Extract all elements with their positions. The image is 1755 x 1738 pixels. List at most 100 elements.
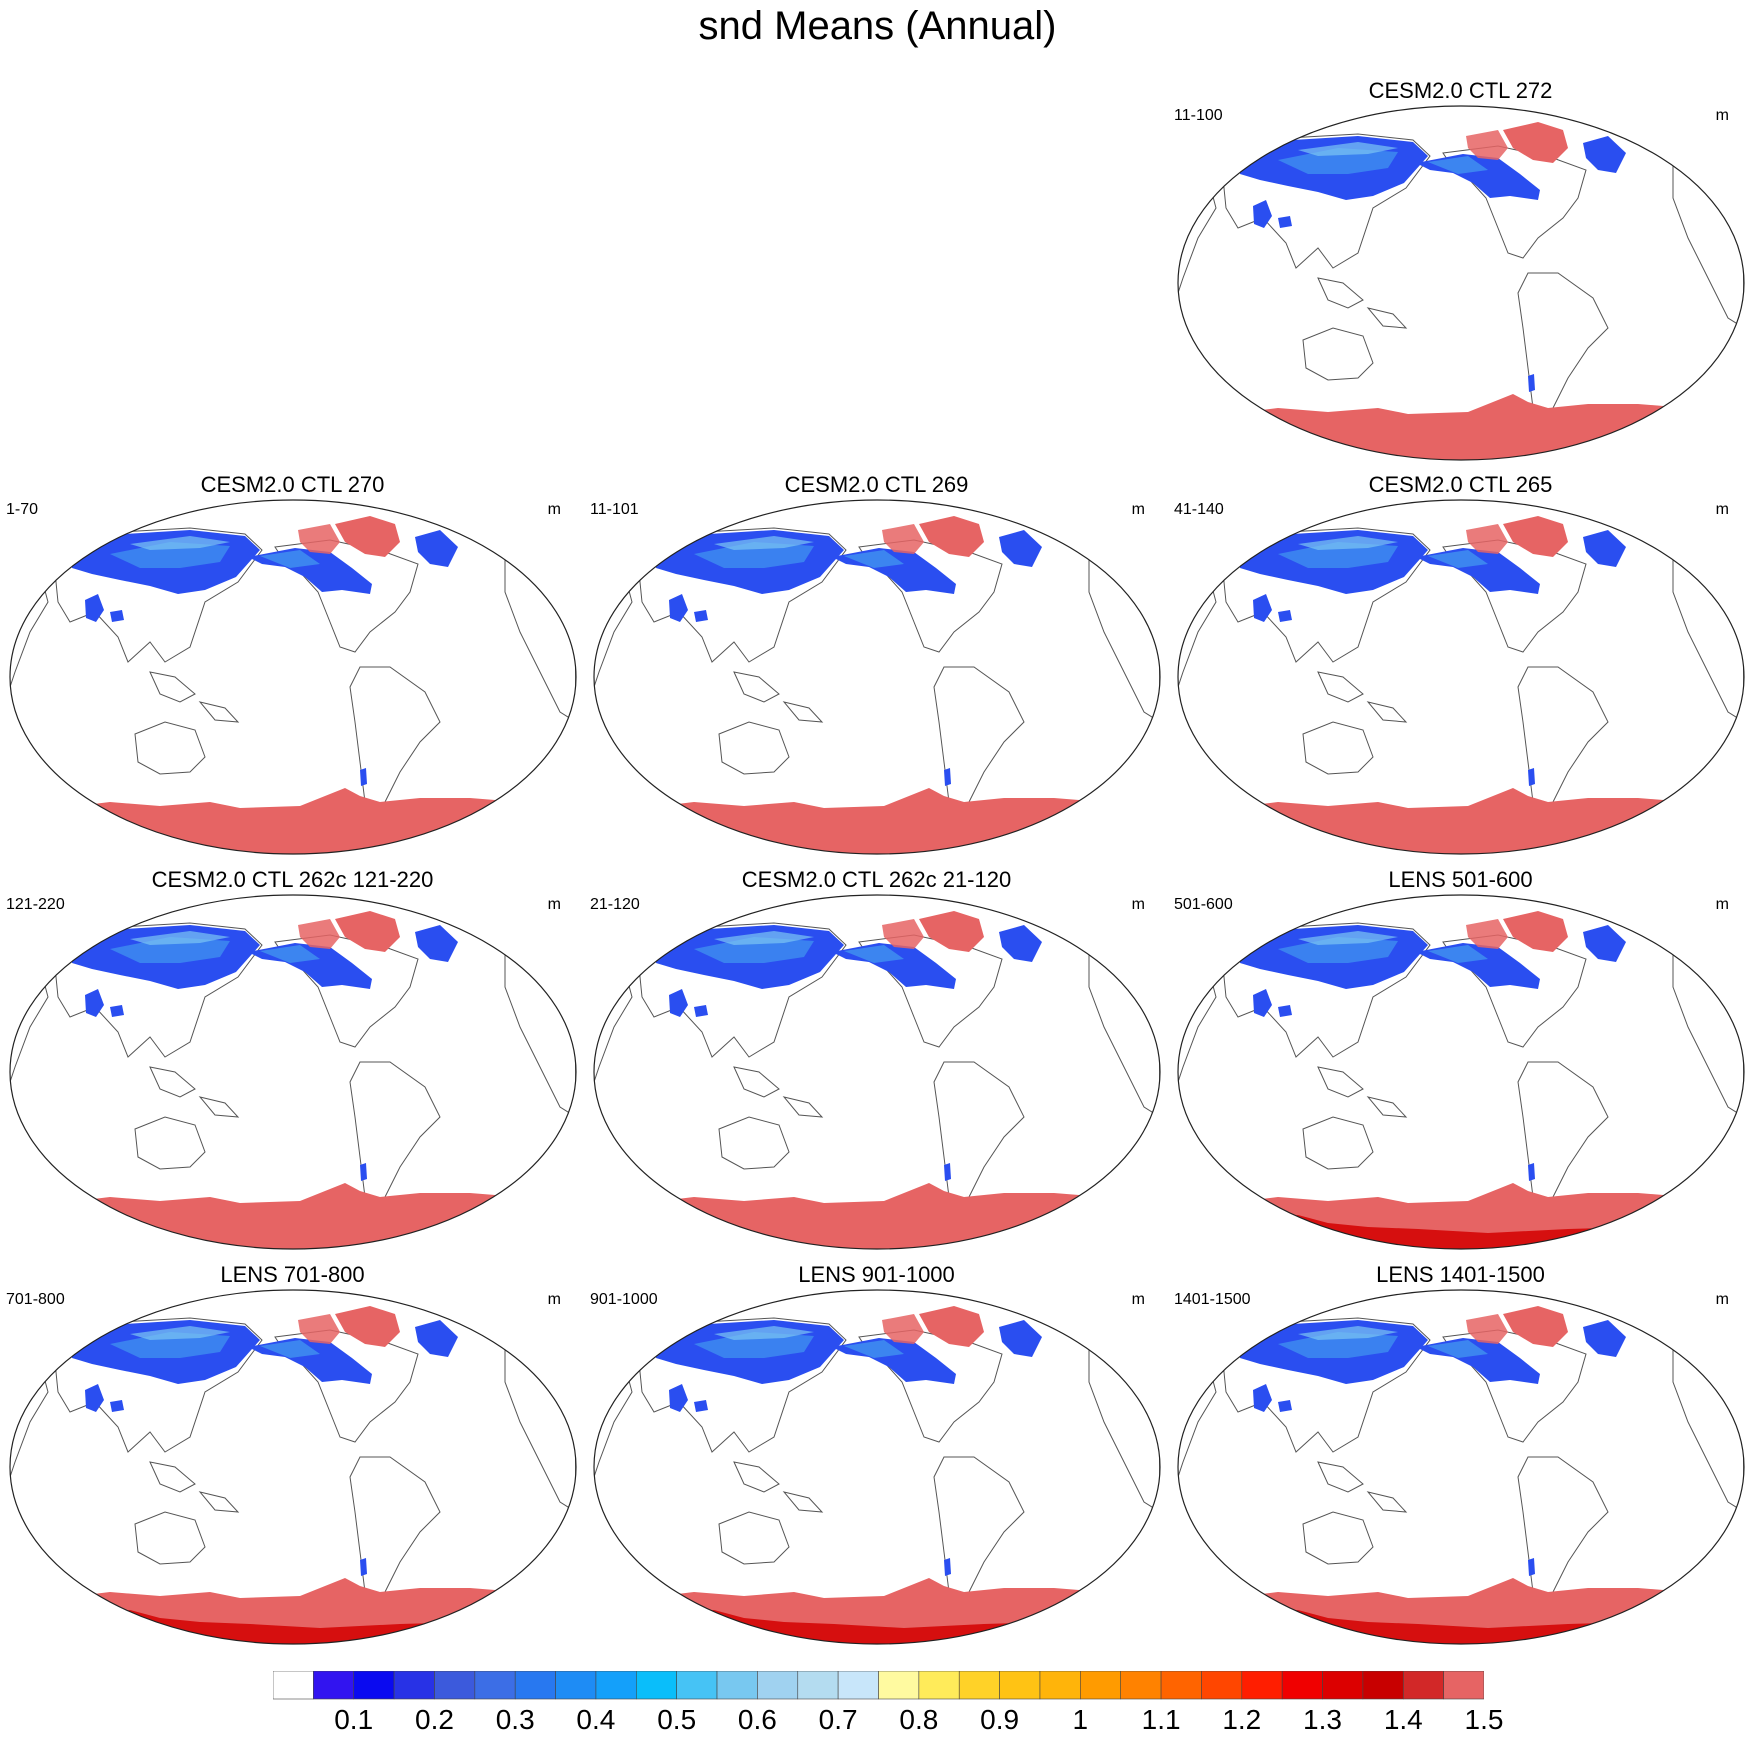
ice-greenland bbox=[335, 516, 400, 557]
ice-arctic-islands bbox=[298, 919, 340, 949]
snow-eurasia-light bbox=[1278, 542, 1398, 568]
snow-andes bbox=[944, 1163, 951, 1181]
panel-title: LENS 1401-1500 bbox=[1376, 1262, 1545, 1287]
ice-arctic-islands bbox=[1466, 919, 1508, 949]
colorbar-box bbox=[958, 1671, 1000, 1700]
snow-eurasia-light bbox=[694, 937, 814, 963]
snow-north-america-light bbox=[844, 550, 904, 568]
panel-years-label: 901-1000 bbox=[590, 1291, 658, 1308]
snow-andes bbox=[360, 1163, 367, 1181]
snow-eurasia-north bbox=[714, 931, 814, 945]
snow-andes bbox=[944, 1558, 951, 1576]
panel-title: CESM2.0 CTL 262c 21-120 bbox=[741, 867, 1012, 892]
map-panel: CESM2.0 CTL 262c 21-120 21-120 m bbox=[584, 867, 1169, 1257]
ice-arctic-islands bbox=[1466, 130, 1508, 160]
australia-land bbox=[134, 1116, 206, 1170]
colorbar-tick-label: 0.7 bbox=[818, 1704, 858, 1735]
colorbar-box bbox=[555, 1671, 597, 1700]
snow-scandinavia bbox=[1583, 136, 1626, 173]
map-panel: LENS 1401-1500 1401-1500 m bbox=[1168, 1262, 1753, 1652]
snow-scandinavia bbox=[999, 530, 1042, 567]
snow-eurasia-north bbox=[1298, 536, 1398, 550]
eurasia-land bbox=[1222, 133, 1431, 269]
snow-scandinavia bbox=[1583, 1320, 1626, 1357]
map-canvas bbox=[593, 1289, 1161, 1645]
snow-tibet bbox=[1253, 989, 1292, 1017]
colorbar-box bbox=[1201, 1671, 1243, 1700]
map-canvas bbox=[1177, 499, 1745, 855]
map-panel: CESM2.0 CTL 272 11-100 m bbox=[1168, 78, 1753, 468]
panel-unit-label: m bbox=[1131, 1291, 1145, 1308]
maritime-asia-land bbox=[1317, 1066, 1408, 1118]
ice-greenland bbox=[335, 911, 400, 952]
snow-andes bbox=[360, 768, 367, 786]
colorbar-box bbox=[999, 1671, 1041, 1700]
eurasia-land bbox=[54, 527, 263, 663]
map-panel: CESM2.0 CTL 262c 121-220 121-220 m bbox=[0, 867, 585, 1257]
colorbar-box bbox=[1362, 1671, 1404, 1700]
colorbar-tick-label: 1 bbox=[1072, 1704, 1089, 1735]
colorbar-box bbox=[757, 1671, 799, 1700]
panel-years-label: 501-600 bbox=[1174, 896, 1233, 913]
panel-years-label: 701-800 bbox=[6, 1291, 65, 1308]
maritime-asia-land bbox=[149, 671, 240, 723]
map-panel: LENS 901-1000 901-1000 m bbox=[584, 1262, 1169, 1652]
snow-andes bbox=[1528, 768, 1535, 786]
ice-greenland bbox=[1503, 911, 1568, 952]
ice-arctic-islands bbox=[882, 1314, 924, 1344]
maritime-asia-land bbox=[1317, 671, 1408, 723]
snow-andes bbox=[360, 1558, 367, 1576]
snow-andes bbox=[1528, 374, 1535, 392]
snow-scandinavia bbox=[1583, 925, 1626, 962]
panel-unit-label: m bbox=[1131, 501, 1145, 518]
snow-tibet bbox=[669, 989, 708, 1017]
eurasia-land bbox=[638, 922, 847, 1058]
eurasia-land bbox=[638, 1317, 847, 1453]
australia-land bbox=[1302, 327, 1374, 381]
snow-north-america-light bbox=[844, 945, 904, 963]
ice-arctic-islands bbox=[882, 524, 924, 554]
snow-eurasia-north bbox=[1298, 1326, 1398, 1340]
colorbar-box bbox=[716, 1671, 758, 1700]
panel-years-label: 11-100 bbox=[1174, 107, 1223, 124]
ice-greenland bbox=[335, 1306, 400, 1347]
panel-title: CESM2.0 CTL 270 bbox=[200, 472, 385, 497]
colorbar-tick-label: 0.4 bbox=[576, 1704, 616, 1735]
ice-arctic-islands bbox=[882, 919, 924, 949]
panel-years-label: 21-120 bbox=[590, 896, 640, 913]
colorbar-box bbox=[676, 1671, 718, 1700]
snow-eurasia-light bbox=[694, 542, 814, 568]
snow-north-america-light bbox=[260, 945, 320, 963]
panel-unit-label: m bbox=[547, 896, 561, 913]
colorbar-box bbox=[1322, 1671, 1364, 1700]
colorbar-box bbox=[1120, 1671, 1162, 1700]
ice-arctic-islands bbox=[298, 1314, 340, 1344]
snow-tibet bbox=[1253, 200, 1292, 228]
snow-eurasia-north bbox=[130, 536, 230, 550]
colorbar-box bbox=[797, 1671, 839, 1700]
colorbar-box bbox=[313, 1671, 355, 1700]
panel-years-label: 1401-1500 bbox=[1174, 1291, 1251, 1308]
colorbar-box bbox=[474, 1671, 516, 1700]
panel-years-label: 121-220 bbox=[6, 896, 65, 913]
colorbar-box bbox=[1402, 1671, 1444, 1700]
maritime-asia-land bbox=[733, 1461, 824, 1513]
snow-tibet bbox=[669, 1384, 708, 1412]
snow-eurasia-north bbox=[130, 931, 230, 945]
panel-unit-label: m bbox=[1715, 501, 1729, 518]
map-canvas bbox=[593, 499, 1161, 855]
colorbar-box bbox=[353, 1671, 395, 1700]
snow-andes bbox=[944, 768, 951, 786]
panel-unit-label: m bbox=[547, 501, 561, 518]
colorbar-tick-label: 0.2 bbox=[415, 1704, 454, 1735]
panel-title: LENS 501-600 bbox=[1388, 867, 1533, 892]
colorbar-box bbox=[1160, 1671, 1202, 1700]
colorbar: 0.1 0.2 0.3 0.4 0.5 0.6 0.7 0.8 0.9 1 1.1 1.2 1.3 1.4… bbox=[273, 1671, 1503, 1737]
snow-north-america-light bbox=[260, 1340, 320, 1358]
snow-scandinavia bbox=[999, 925, 1042, 962]
map-canvas bbox=[9, 1289, 577, 1645]
colorbar-box bbox=[837, 1671, 879, 1700]
snow-tibet bbox=[669, 594, 708, 622]
colorbar-tick-label: 1.5 bbox=[1464, 1704, 1504, 1735]
eurasia-land bbox=[1222, 1317, 1431, 1453]
